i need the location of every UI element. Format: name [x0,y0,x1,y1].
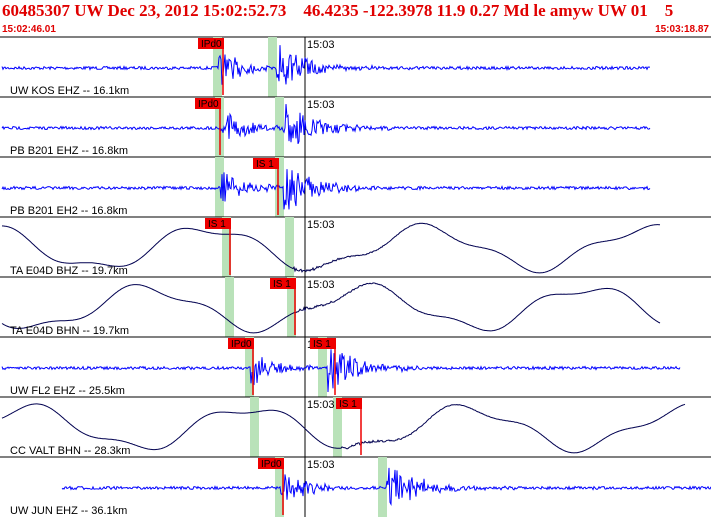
time-mark: 15:03 [307,399,335,411]
start-time: 15:02:46.01 [2,24,56,35]
traces: 15:03 IPd0 UW KOS EHZ -- 16.1km 15:03 IPd0 PB… [0,36,711,517]
pick-flag [310,338,336,349]
trace-label: UW JUN EHZ -- 36.1km [10,505,127,517]
pick-flag [336,398,362,409]
pick-label: IS 1 [339,399,357,410]
phase-band [250,397,259,457]
phase-band [285,217,294,277]
pick-label: IS 1 [256,159,274,170]
pick-flag [198,38,224,49]
phase-band [378,457,387,517]
pick-flag [228,338,254,349]
waveform [61,467,711,507]
waveform [1,45,650,85]
waveform [1,222,661,274]
phase-band [268,37,277,97]
waveform [1,282,661,334]
trace-label: PB B201 EH2 -- 16.8km [10,205,127,217]
pick-label: IPd0 [198,99,219,110]
trace-label: TA E04D BHZ -- 19.7km [10,265,128,277]
trace-label: UW FL2 EHZ -- 25.5km [10,385,125,397]
phase-band [287,277,296,337]
phase-band [222,217,231,277]
waveform [1,403,686,454]
time-mark: 15:03 [307,219,335,231]
time-mark: 15:03 [307,459,335,471]
pick-flag [195,98,221,109]
waveform [1,349,681,393]
phase-band [333,397,342,457]
pick-label: IS 1 [208,219,226,230]
phase-band [318,337,327,397]
pick-label: IPd0 [201,39,222,50]
trace-label: PB B201 EHZ -- 16.8km [10,145,128,157]
end-time: 15:03:18.87 [655,24,709,35]
trace-label: UW KOS EHZ -- 16.1km [10,85,129,97]
pick-label: IS 1 [273,279,291,290]
pick-label: IS 1 [313,339,331,350]
waveform [1,169,651,210]
time-mark: 15:03 [307,279,335,291]
pick-flag [205,218,231,229]
event-header: 60485307 UW Dec 23, 2012 15:02:52.73 46.… [2,1,673,20]
trace-label: TA E04D BHN -- 19.7km [10,325,129,337]
pick-label: IPd0 [231,339,252,350]
waveform [1,104,651,144]
pick-flag [270,278,296,289]
time-mark: 15:03 [307,99,335,111]
pick-flag [253,158,279,169]
pick-label: IPd0 [261,459,282,470]
trace-label: CC VALT BHN -- 28.3km [10,445,130,457]
phase-band [225,277,234,337]
time-mark: 15:03 [307,39,335,51]
pick-flag [258,458,284,469]
